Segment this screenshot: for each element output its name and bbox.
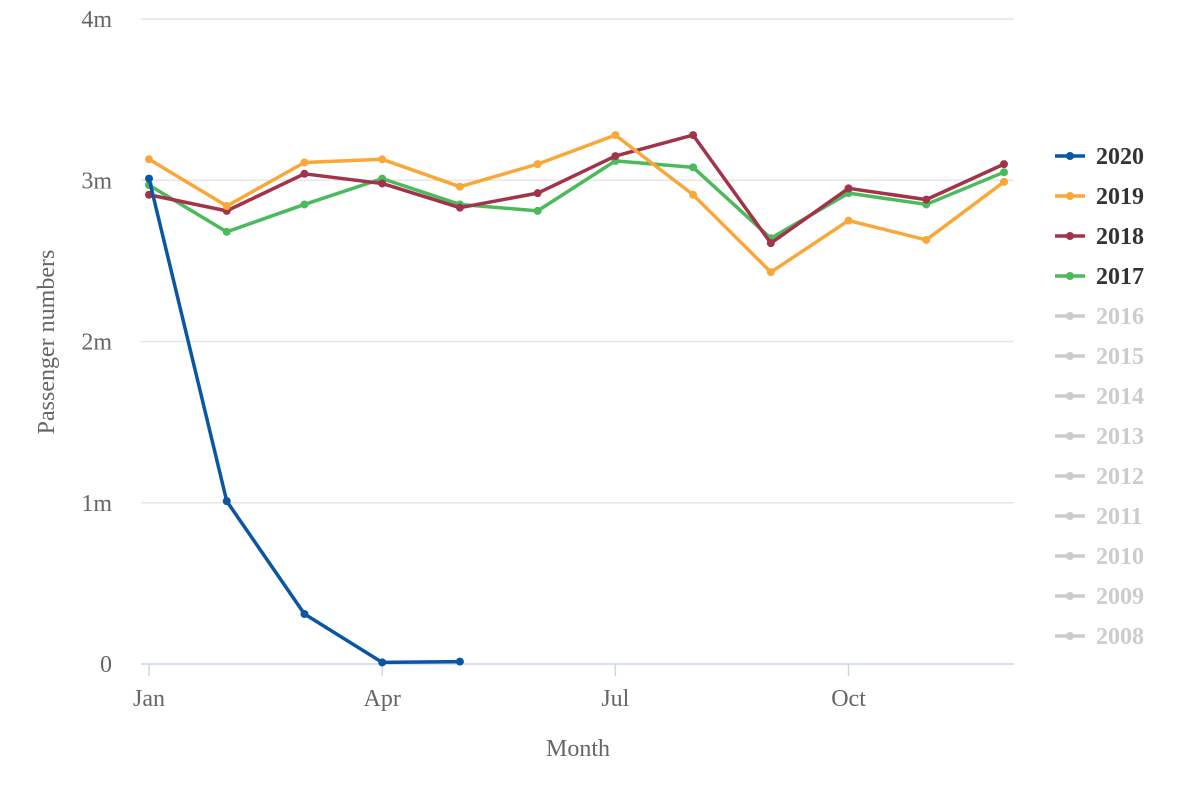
legend-item-2016[interactable]: 2016 <box>1055 304 1144 330</box>
y-tick-label: 0 <box>100 652 112 678</box>
x-tick-label: Jul <box>601 686 629 712</box>
legend-label-2010: 2010 <box>1096 544 1144 570</box>
legend-item-2017[interactable]: 2017 <box>1055 264 1144 290</box>
data-point-2017-Jun[interactable] <box>533 206 542 215</box>
legend-item-2013[interactable]: 2013 <box>1055 424 1144 450</box>
data-point-2019-Sep[interactable] <box>766 268 775 277</box>
data-point-2018-Apr[interactable] <box>378 179 387 188</box>
legend-label-2019: 2019 <box>1096 184 1144 210</box>
data-point-2019-Jul[interactable] <box>611 131 620 140</box>
data-point-2019-May[interactable] <box>455 182 464 191</box>
data-point-2018-Nov[interactable] <box>922 195 931 204</box>
legend-label-2008: 2008 <box>1096 624 1144 650</box>
legend-label-2013: 2013 <box>1096 424 1144 450</box>
legend-label-2017: 2017 <box>1096 264 1144 290</box>
legend-marker-2016 <box>1066 312 1074 320</box>
data-point-2019-Jun[interactable] <box>533 160 542 169</box>
data-point-2020-Apr[interactable] <box>378 658 387 667</box>
legend-marker-2015 <box>1066 352 1074 360</box>
x-axis-title: Month <box>546 736 610 762</box>
data-point-2019-Aug[interactable] <box>689 190 698 199</box>
legend-marker-2018 <box>1066 232 1074 240</box>
series-lines <box>145 131 1008 667</box>
legend-label-2016: 2016 <box>1096 304 1144 330</box>
legend-marker-2012 <box>1066 472 1074 480</box>
legend-marker-2013 <box>1066 432 1074 440</box>
data-point-2018-Jul[interactable] <box>611 152 620 161</box>
data-point-2018-Oct[interactable] <box>844 184 853 193</box>
data-point-2017-Mar[interactable] <box>300 200 309 209</box>
data-point-2019-Mar[interactable] <box>300 158 309 167</box>
data-point-2020-Jan[interactable] <box>145 174 153 183</box>
legend-item-2010[interactable]: 2010 <box>1055 544 1144 570</box>
data-point-2020-Mar[interactable] <box>300 610 309 619</box>
legend-item-2008[interactable]: 2008 <box>1055 624 1144 650</box>
data-point-2018-Dec[interactable] <box>1000 160 1008 169</box>
data-point-2018-Mar[interactable] <box>300 169 309 178</box>
legend-item-2018[interactable]: 2018 <box>1055 224 1144 250</box>
series-line-2020 <box>147 176 462 665</box>
legend-item-2011[interactable]: 2011 <box>1055 504 1143 530</box>
y-axis-tick-labels: 0 1m 2m 3m 4m <box>81 7 112 678</box>
series-line-2019 <box>147 133 1006 274</box>
legend-label-2018: 2018 <box>1096 224 1144 250</box>
legend-marker-2020 <box>1066 152 1074 160</box>
legend-label-2014: 2014 <box>1096 384 1144 410</box>
x-axis-tick-labels: Jan Apr Jul Oct <box>133 686 866 712</box>
y-tick-label: 1m <box>81 491 112 517</box>
data-point-2019-Dec[interactable] <box>1000 177 1008 186</box>
x-tick-label: Apr <box>364 686 401 712</box>
data-point-2017-Dec[interactable] <box>1000 168 1008 177</box>
data-point-2017-Feb[interactable] <box>222 227 231 236</box>
data-point-2019-Oct[interactable] <box>844 216 853 225</box>
series-2019 <box>145 131 1008 277</box>
x-tick-label: Oct <box>831 686 866 712</box>
data-point-2019-Feb[interactable] <box>222 202 231 211</box>
legend-item-2009[interactable]: 2009 <box>1055 584 1144 610</box>
series-2020 <box>145 174 464 667</box>
legend-marker-2010 <box>1066 552 1074 560</box>
data-point-2017-Aug[interactable] <box>689 163 698 172</box>
legend-item-2012[interactable]: 2012 <box>1055 464 1144 490</box>
legend-marker-2009 <box>1066 592 1074 600</box>
y-tick-label: 4m <box>81 7 112 33</box>
y-tick-label: 3m <box>81 168 112 194</box>
legend-item-2014[interactable]: 2014 <box>1055 384 1144 410</box>
grid-lines <box>141 18 1014 504</box>
legend-item-2019[interactable]: 2019 <box>1055 184 1144 210</box>
data-point-2019-Apr[interactable] <box>378 155 387 164</box>
legend-marker-2019 <box>1066 192 1074 200</box>
series-2018 <box>145 131 1008 248</box>
legend-label-2012: 2012 <box>1096 464 1144 490</box>
legend-label-2011: 2011 <box>1096 504 1143 530</box>
series-line-2017 <box>147 159 1006 241</box>
legend-item-2020[interactable]: 2020 <box>1055 144 1144 170</box>
data-point-2019-Nov[interactable] <box>922 235 931 244</box>
legend-marker-2008 <box>1066 632 1074 640</box>
data-point-2018-Sep[interactable] <box>766 239 775 248</box>
data-point-2018-May[interactable] <box>455 203 464 212</box>
x-axis <box>141 663 1014 676</box>
y-axis-title: Passenger numbers <box>34 250 60 435</box>
legend-marker-2017 <box>1066 272 1074 280</box>
legend-item-2015[interactable]: 2015 <box>1055 344 1144 370</box>
legend-marker-2014 <box>1066 392 1074 400</box>
data-point-2019-Jan[interactable] <box>145 155 153 164</box>
legend-label-2015: 2015 <box>1096 344 1144 370</box>
x-tick-label: Jan <box>133 686 165 712</box>
y-tick-label: 2m <box>81 330 112 356</box>
data-point-2018-Jun[interactable] <box>533 189 542 198</box>
series-line-2018 <box>147 133 1006 245</box>
legend: 2020 2019 2018 2017 2016 2015 2014 2013 2012 2011… <box>1055 144 1144 650</box>
data-point-2020-Feb[interactable] <box>222 497 231 506</box>
data-point-2020-May[interactable] <box>455 657 464 666</box>
data-point-2018-Aug[interactable] <box>689 131 698 140</box>
legend-label-2009: 2009 <box>1096 584 1144 610</box>
legend-label-2020: 2020 <box>1096 144 1144 170</box>
legend-marker-2011 <box>1066 512 1074 520</box>
